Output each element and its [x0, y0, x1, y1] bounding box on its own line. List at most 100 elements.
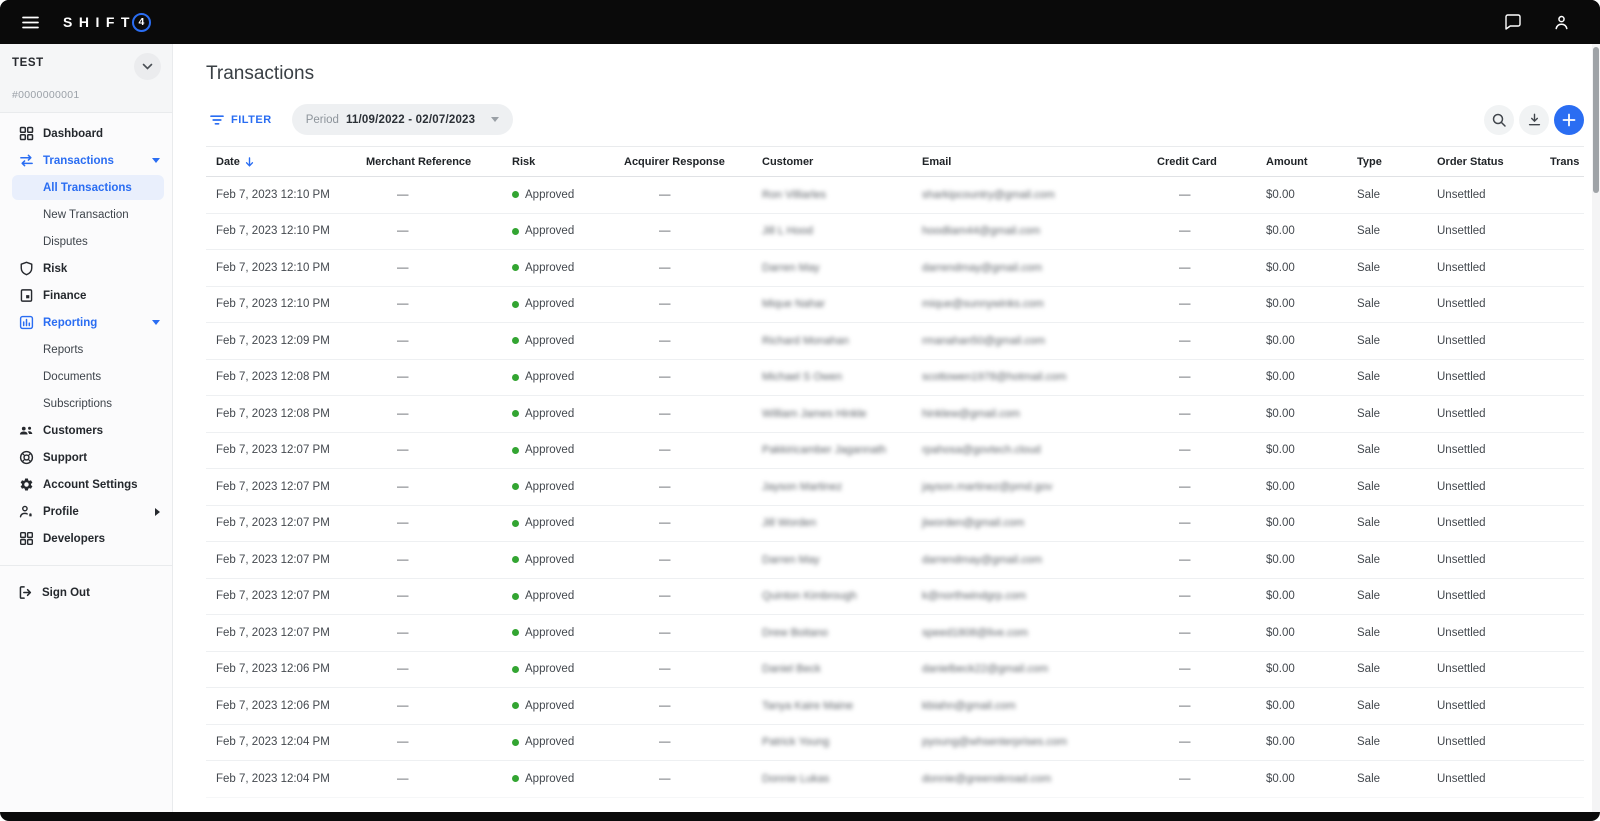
sign-out-button[interactable]: Sign Out: [0, 579, 172, 606]
sidebar-item-developers[interactable]: Developers: [0, 525, 172, 552]
cell-merchant-reference: —: [397, 261, 409, 274]
cell-type: Sale: [1357, 590, 1381, 603]
sidebar-item-disputes[interactable]: Disputes: [0, 228, 172, 255]
sidebar-item-reports[interactable]: Reports: [0, 336, 172, 363]
sidebar-item-finance[interactable]: Finance: [0, 282, 172, 309]
sidebar: TEST #0000000001 Dashboard Transactions Al…: [0, 44, 173, 812]
table-row[interactable]: Feb 7, 2023 12:07 PM — Approved — Drew Boita…: [206, 615, 1584, 652]
sidebar-item-customers[interactable]: Customers: [0, 417, 172, 444]
column-header-risk[interactable]: Risk: [502, 156, 614, 168]
sidebar-item-account-settings[interactable]: Account Settings: [0, 471, 172, 498]
sidebar-item-new-transaction[interactable]: New Transaction: [0, 201, 172, 228]
cell-type: Sale: [1357, 261, 1381, 274]
filter-icon: [210, 114, 224, 125]
download-button[interactable]: [1519, 104, 1549, 135]
cell-amount: $0.00: [1266, 298, 1295, 311]
column-header-merchant-reference[interactable]: Merchant Reference: [356, 156, 502, 168]
table-row[interactable]: Feb 7, 2023 12:04 PM — Approved — Donnie Luk…: [206, 761, 1584, 798]
column-label: Credit Card: [1157, 155, 1217, 168]
sidebar-item-reporting[interactable]: Reporting: [0, 309, 172, 336]
table-row[interactable]: Feb 7, 2023 12:06 PM — Approved — Daniel Bec…: [206, 652, 1584, 688]
cell-order-status: Unsettled: [1437, 626, 1486, 639]
table-row[interactable]: Feb 7, 2023 12:08 PM — Approved — William Ja…: [206, 396, 1584, 433]
column-header-order-status[interactable]: Order Status: [1427, 156, 1540, 168]
chat-icon[interactable]: [1502, 12, 1524, 32]
cell-risk: Approved: [502, 517, 614, 529]
cell-acquirer-response: —: [659, 590, 671, 603]
filter-button[interactable]: FILTER: [206, 114, 276, 126]
approved-status-dot-icon: [512, 227, 519, 235]
shield-icon: [18, 261, 34, 276]
cell-date: Feb 7, 2023 12:06 PM: [216, 663, 330, 676]
period-filter-chip[interactable]: Period 11/09/2022 - 02/07/2023: [291, 104, 514, 135]
cell-date: Feb 7, 2023 12:07 PM: [216, 590, 330, 603]
table-row[interactable]: Feb 7, 2023 12:10 PM — Approved — Jill L Hoo…: [206, 214, 1584, 250]
cell-type: Sale: [1357, 736, 1381, 749]
cell-acquirer-response: —: [659, 298, 671, 311]
sidebar-item-risk[interactable]: Risk: [0, 255, 172, 282]
cell-type: Sale: [1357, 225, 1381, 238]
cell-acquirer-response: —: [659, 334, 671, 347]
account-switcher: TEST #0000000001: [0, 44, 172, 113]
vertical-scrollbar[interactable]: [1592, 44, 1600, 812]
table-row[interactable]: Feb 7, 2023 12:10 PM — Approved — Ron Villia…: [206, 177, 1584, 214]
column-header-trans[interactable]: Trans: [1540, 156, 1584, 168]
cell-credit-card: —: [1179, 699, 1191, 712]
cell-risk: Approved: [502, 189, 614, 201]
cell-order-status: Unsettled: [1437, 772, 1486, 785]
sidebar-item-all-transactions[interactable]: All Transactions: [12, 175, 164, 200]
cell-type: Sale: [1357, 334, 1381, 347]
account-icon[interactable]: [1551, 12, 1572, 33]
scrollbar-thumb[interactable]: [1593, 47, 1599, 193]
account-toggle-button[interactable]: [134, 53, 161, 80]
column-header-email[interactable]: Email: [912, 156, 1147, 168]
cell-risk: Approved: [502, 262, 614, 274]
sidebar-item-profile[interactable]: Profile: [0, 498, 172, 525]
table-row[interactable]: Feb 7, 2023 12:10 PM — Approved — Mique Naha…: [206, 287, 1584, 323]
table-row[interactable]: Feb 7, 2023 12:07 PM — Approved — Darren May…: [206, 542, 1584, 579]
table-row[interactable]: Feb 7, 2023 12:08 PM — Approved — Michael S …: [206, 360, 1584, 396]
add-transaction-button[interactable]: [1554, 104, 1584, 135]
cell-merchant-reference: —: [397, 553, 409, 566]
table-row[interactable]: Feb 7, 2023 12:06 PM — Approved — Tanya Kair…: [206, 688, 1584, 725]
cell-amount: $0.00: [1266, 188, 1295, 201]
table-row[interactable]: Feb 7, 2023 12:07 PM — Approved — Quinton Ki…: [206, 579, 1584, 615]
column-header-type[interactable]: Type: [1347, 156, 1427, 168]
sidebar-item-dashboard[interactable]: Dashboard: [0, 120, 172, 147]
cell-order-status: Unsettled: [1437, 480, 1486, 493]
column-header-amount[interactable]: Amount: [1256, 156, 1347, 168]
risk-label: Approved: [525, 334, 575, 347]
risk-label: Approved: [525, 407, 575, 420]
cell-amount: $0.00: [1266, 444, 1295, 457]
cell-merchant-reference: —: [397, 626, 409, 639]
table-row[interactable]: Feb 7, 2023 12:04 PM — Approved — Patrick Yo…: [206, 725, 1584, 761]
column-header-credit-card[interactable]: Credit Card: [1147, 156, 1256, 168]
cell-date: Feb 7, 2023 12:07 PM: [216, 553, 330, 566]
sidebar-item-label: New Transaction: [43, 208, 129, 221]
sidebar-item-subscriptions[interactable]: Subscriptions: [0, 390, 172, 417]
cell-merchant-reference: —: [397, 298, 409, 311]
search-button[interactable]: [1484, 104, 1514, 135]
column-header-acquirer-response[interactable]: Acquirer Response: [614, 156, 752, 168]
cell-customer: Donnie Lukas: [762, 772, 830, 785]
sidebar-item-documents[interactable]: Documents: [0, 363, 172, 390]
approved-status-dot-icon: [512, 373, 519, 381]
column-header-customer[interactable]: Customer: [752, 156, 912, 168]
sidebar-item-transactions[interactable]: Transactions: [0, 147, 172, 174]
cell-email: pyoung@whsenterprises.com: [922, 736, 1068, 749]
column-header-date[interactable]: Date: [206, 156, 356, 168]
cell-email: mique@sunnywinks.com: [922, 298, 1044, 311]
column-label: Trans: [1550, 155, 1580, 168]
sidebar-item-support[interactable]: Support: [0, 444, 172, 471]
download-icon: [1527, 112, 1542, 127]
cell-credit-card: —: [1179, 480, 1191, 493]
table-row[interactable]: Feb 7, 2023 12:07 PM — Approved — Jill Worde…: [206, 506, 1584, 542]
cell-email: hoodliam44@gmail.com: [922, 225, 1041, 238]
table-row[interactable]: Feb 7, 2023 12:09 PM — Approved — Richard Mo…: [206, 323, 1584, 360]
hamburger-menu-icon[interactable]: [18, 12, 43, 33]
table-row[interactable]: Feb 7, 2023 12:07 PM — Approved — Jayson Mar…: [206, 469, 1584, 506]
cell-acquirer-response: —: [659, 699, 671, 712]
table-row[interactable]: Feb 7, 2023 12:10 PM — Approved — Darren May…: [206, 250, 1584, 287]
cell-date: Feb 7, 2023 12:10 PM: [216, 261, 330, 274]
table-row[interactable]: Feb 7, 2023 12:07 PM — Approved — Pakkiricam…: [206, 433, 1584, 469]
